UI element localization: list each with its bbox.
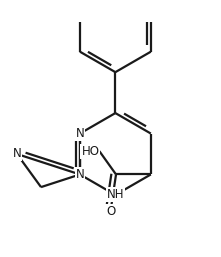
Text: N: N: [76, 127, 84, 140]
Text: O: O: [107, 205, 116, 218]
Text: NH: NH: [107, 188, 124, 201]
Text: F: F: [52, 0, 58, 3]
Text: N: N: [76, 168, 84, 181]
Text: HO: HO: [81, 145, 99, 158]
Text: N: N: [13, 148, 21, 161]
